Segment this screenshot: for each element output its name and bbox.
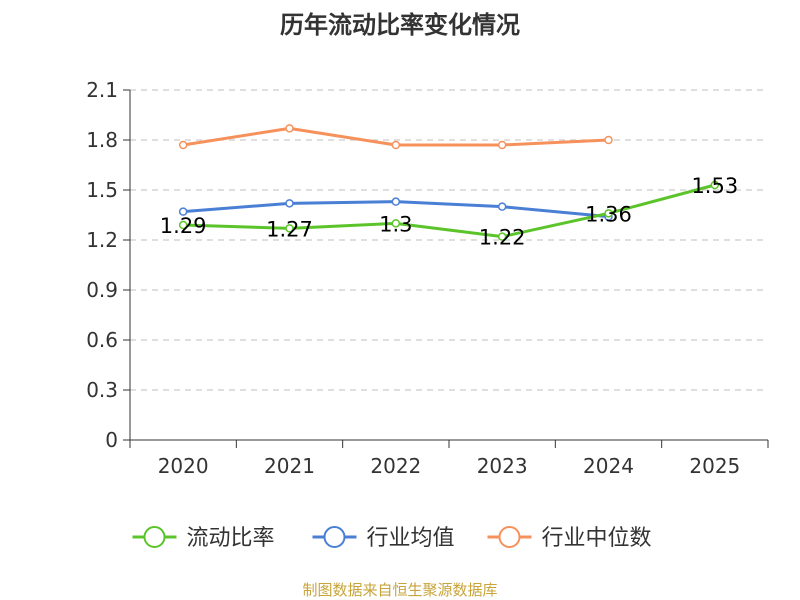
- legend[interactable]: 流动比率 行业均值 行业中位数: [132, 526, 652, 551]
- data-point: [178, 220, 188, 230]
- data-point: [391, 197, 401, 206]
- legend-marker: [498, 526, 521, 548]
- data-point: [604, 209, 613, 218]
- axes: 0 0.3 0.6 0.9 1.2 1.5 1.8 2.1 2020 2021 2022 2023 20…: [86, 78, 769, 478]
- legend-item-1[interactable]: 行业均值: [312, 526, 455, 551]
- data-point: [710, 180, 720, 190]
- y-tick-label: 1.5: [86, 178, 118, 202]
- data-point: [497, 202, 507, 211]
- data-point: [285, 199, 294, 208]
- legend-label: 行业均值: [367, 526, 455, 551]
- data-label: 1.22: [479, 226, 526, 250]
- x-tick-label: 2022: [370, 454, 421, 478]
- y-tick-label: 0.3: [86, 378, 118, 402]
- source-note: 制图数据来自恒生聚源数据库: [302, 581, 497, 599]
- data-point: [497, 232, 507, 241]
- legend-marker: [143, 526, 166, 548]
- y-tick-label: 2.1: [86, 78, 118, 102]
- x-tick-label: 2025: [689, 454, 740, 478]
- data-label: 1.3: [379, 212, 412, 236]
- data-point: [391, 219, 401, 228]
- x-tick-label: 2023: [477, 454, 528, 478]
- series-lines: [178, 124, 720, 241]
- series-line-0: [183, 183, 716, 239]
- legend-label: 行业中位数: [542, 526, 652, 551]
- data-point: [178, 207, 188, 216]
- data-label: 1.27: [266, 217, 313, 241]
- data-label: 1.29: [160, 214, 207, 238]
- data-label: 1.53: [691, 174, 738, 198]
- x-tick-label: 2024: [583, 454, 634, 478]
- x-tick-label: 2021: [264, 454, 315, 478]
- legend-item-2[interactable]: 行业中位数: [487, 526, 652, 551]
- y-tick-label: 0.9: [86, 278, 118, 302]
- y-tick-label: 1.2: [86, 228, 118, 252]
- y-tick-label: 1.8: [86, 128, 118, 152]
- data-point: [285, 224, 294, 233]
- data-point: [178, 140, 188, 150]
- data-labels: 1.29 1.27 1.3 1.22 1.36 1.53: [160, 174, 738, 250]
- y-tick-label: 0.6: [86, 328, 118, 352]
- grid-lines: [130, 89, 768, 391]
- data-point: [497, 140, 507, 150]
- chart-title: 历年流动比率变化情况: [280, 11, 520, 39]
- legend-item-0[interactable]: 流动比率: [132, 526, 275, 551]
- legend-marker: [323, 526, 346, 548]
- data-point: [285, 124, 294, 133]
- data-point: [391, 140, 401, 150]
- x-tick-label: 2020: [158, 454, 209, 478]
- legend-label: 流动比率: [187, 526, 275, 551]
- data-label: 1.36: [585, 202, 632, 226]
- data-point: [604, 135, 613, 145]
- y-tick-label: 0: [105, 428, 118, 452]
